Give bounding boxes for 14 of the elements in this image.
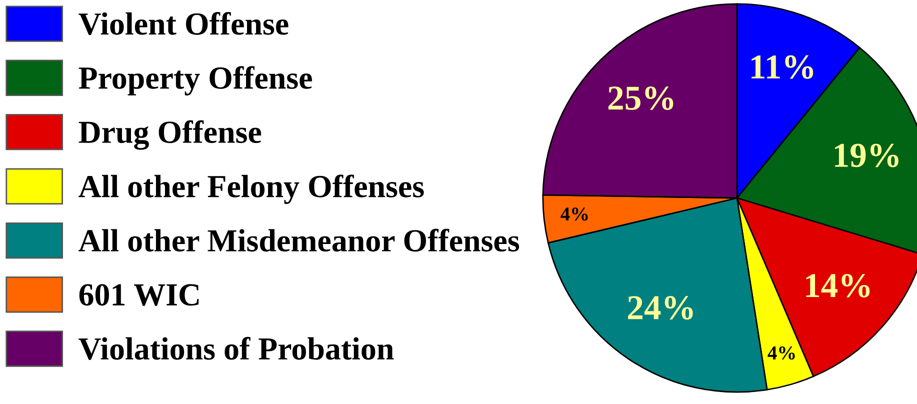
data-label: 4% [768,346,795,360]
legend-label: Property Offense [78,66,312,96]
data-label: 11% [752,55,814,79]
legend-label: All other Felony Offenses [78,174,424,204]
legend-label: Drug Offense [78,120,262,150]
data-label: 19% [835,144,898,168]
legend-label: Violent Offense [78,12,288,35]
legend-label: 601 WIC [79,284,199,306]
legend-label: Violations of Probation [78,336,394,360]
data-label: 25% [608,86,674,110]
data-label: 14% [806,274,870,298]
data-label: 4% [560,207,588,221]
legend-label: All other Misdemeanor Offenses [78,228,520,252]
data-label: 24% [628,296,693,320]
